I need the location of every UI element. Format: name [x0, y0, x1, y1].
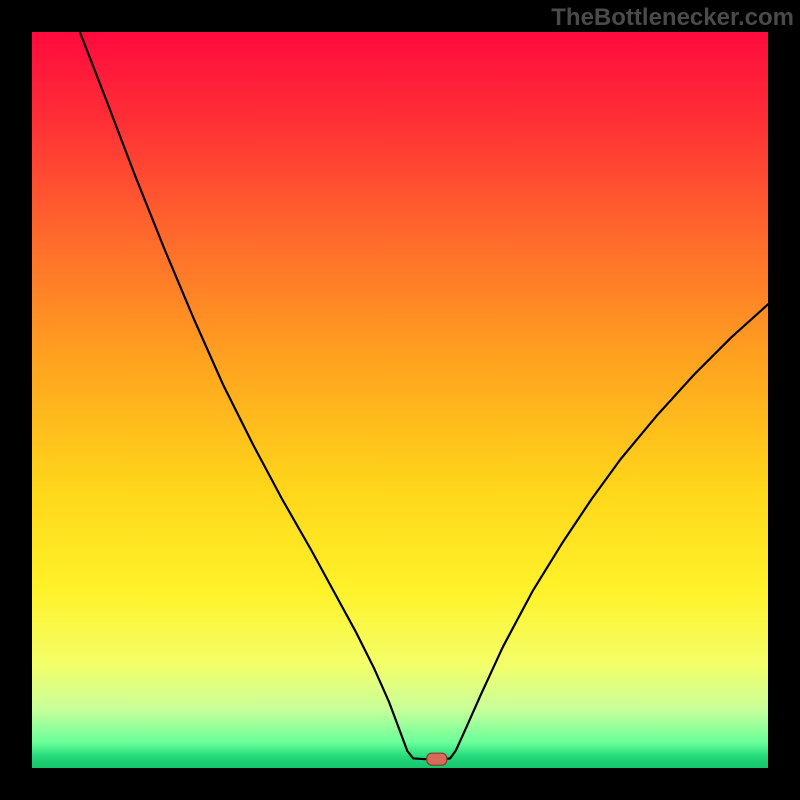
chart-svg	[32, 32, 768, 768]
plot-area	[32, 32, 768, 768]
watermark-text: TheBottlenecker.com	[551, 4, 794, 32]
gradient-background	[32, 32, 768, 768]
optimal-point-marker	[427, 753, 447, 765]
chart-frame: TheBottlenecker.com	[0, 0, 800, 800]
